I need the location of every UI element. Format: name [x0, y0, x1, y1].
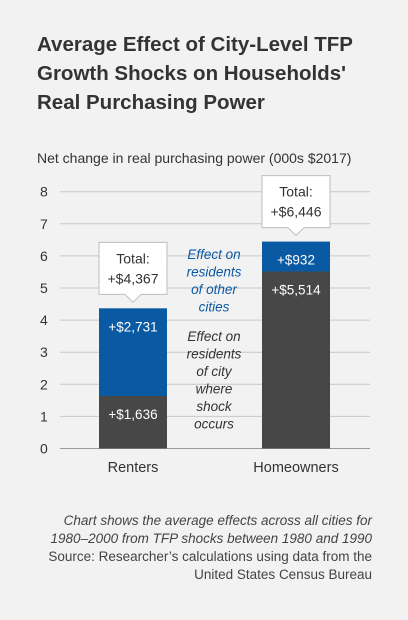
- y-tick-labels: 0 1 2 3 4 5 6 7 8: [40, 184, 48, 457]
- bar-segment: [262, 241, 330, 272]
- y-tick-label: 1: [40, 408, 48, 424]
- total-value: +$6,446: [271, 204, 322, 220]
- bar-value-label: +$932: [277, 253, 315, 268]
- chart-notes: Chart shows the average effects across a…: [32, 512, 372, 584]
- x-tick-label: Homeowners: [253, 460, 338, 476]
- series-label-other-cities: residents: [187, 265, 242, 280]
- series-labels: Effect on residents of other cities Effect o…: [187, 247, 242, 432]
- y-tick-label: 5: [40, 280, 48, 296]
- y-tick-label: 6: [40, 248, 48, 264]
- y-tick-label: 2: [40, 376, 48, 392]
- series-label-own-city: shock: [196, 399, 233, 414]
- y-tick-label: 7: [40, 216, 48, 232]
- y-tick-label: 8: [40, 184, 48, 200]
- total-callouts: Total: +$4,367 Total: +$6,446: [98, 175, 331, 304]
- bar-segment: [99, 395, 167, 449]
- bar-segment: [262, 271, 330, 449]
- total-value: +$4,367: [108, 270, 159, 286]
- bar-value-label: +$1,636: [108, 407, 157, 422]
- bar-value-label: +$5,514: [271, 283, 321, 298]
- callout-box: [261, 175, 331, 237]
- bar-segment: [99, 308, 167, 396]
- series-label-other-cities: cities: [199, 300, 230, 315]
- series-label-other-cities: of other: [191, 282, 237, 297]
- callout-box: [98, 241, 168, 304]
- x-tick-labels: Renters Homeowners: [108, 460, 339, 476]
- series-label-own-city: where: [196, 382, 233, 397]
- series-label-own-city: occurs: [194, 417, 234, 432]
- source-note: Source: Researcher’s calculations using …: [48, 549, 372, 582]
- total-callout: Total: +$6,446: [261, 175, 331, 237]
- series-label-own-city: of city: [196, 364, 233, 379]
- bar-value-label: +$2,731: [108, 319, 157, 334]
- bar-value-labels: +$1,636 +$2,731 +$5,514 +$932: [108, 253, 321, 422]
- total-callout: Total: +$4,367: [98, 241, 168, 304]
- y-tick-label: 3: [40, 344, 48, 360]
- x-tick-label: Renters: [108, 460, 159, 476]
- chart-note: Chart shows the average effects across a…: [50, 513, 372, 546]
- y-tick-label: 4: [40, 312, 48, 328]
- series-label-other-cities: Effect on: [187, 247, 240, 262]
- y-tick-label: 0: [40, 441, 48, 457]
- total-title: Total:: [279, 184, 312, 200]
- y-axis-label: Net change in real purchasing power (000…: [37, 150, 352, 166]
- series-label-own-city: Effect on: [187, 329, 240, 344]
- series-label-own-city: residents: [187, 347, 242, 362]
- total-title: Total:: [116, 250, 149, 266]
- bars: [99, 241, 330, 449]
- chart-title: Average Effect of City-Level TFP Growth …: [37, 33, 353, 114]
